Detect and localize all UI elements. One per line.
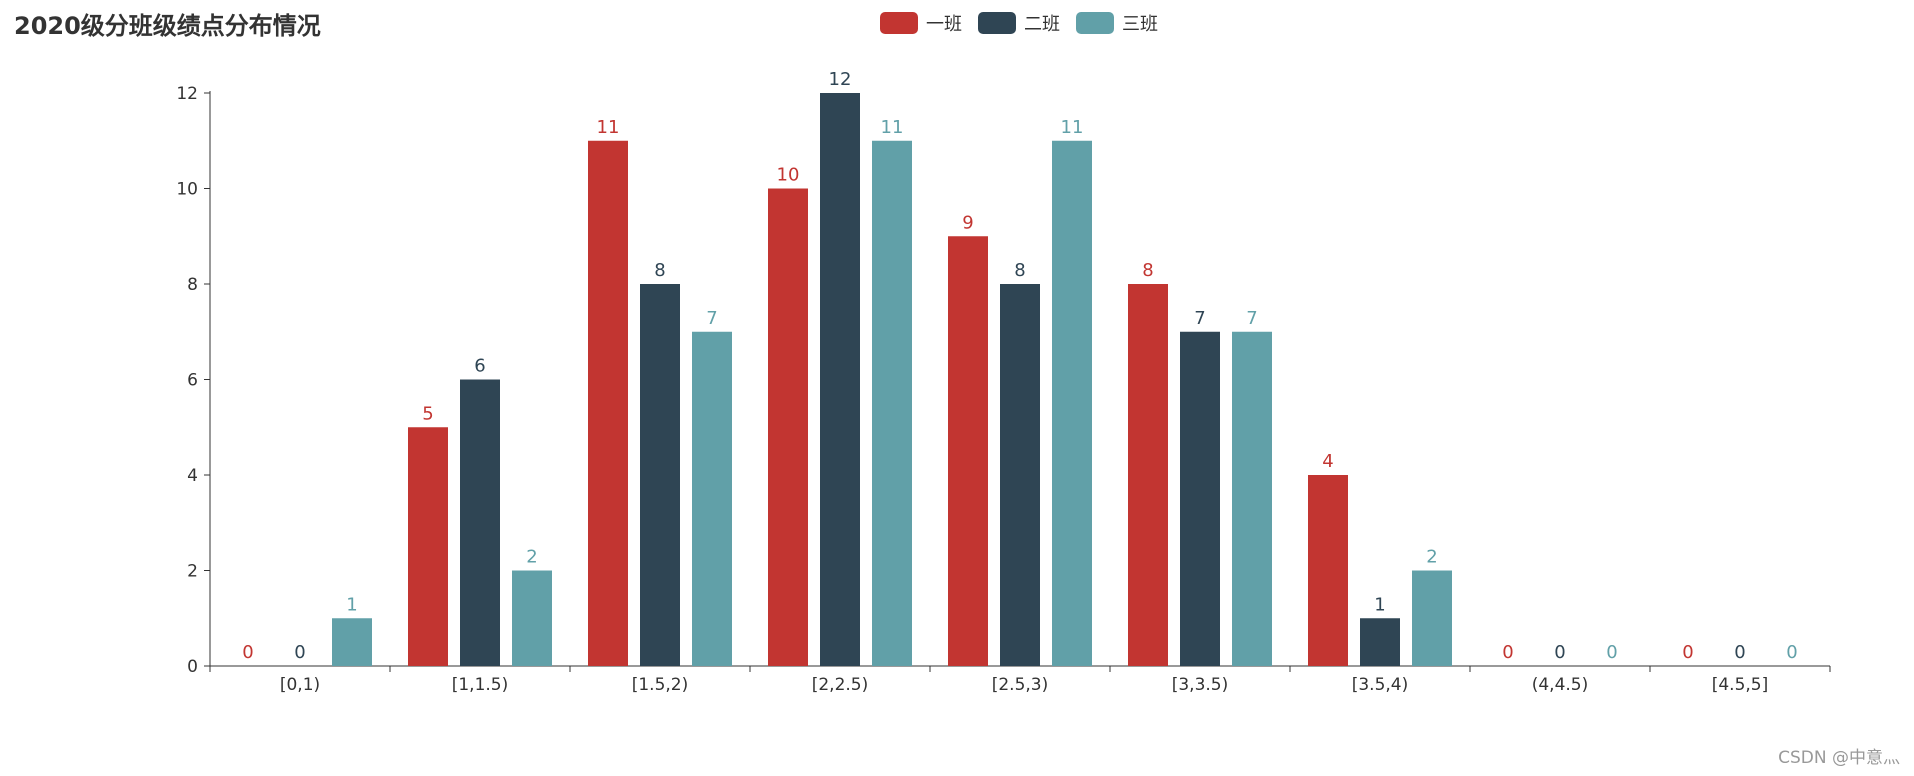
bar-series-2: [640, 284, 680, 666]
data-label-series-3: 11: [881, 117, 904, 138]
y-axis-tick-label: 2: [187, 562, 198, 582]
bar-series-3: [1232, 331, 1272, 666]
bar-series-2: [820, 93, 860, 666]
data-label-series-1: 8: [1142, 260, 1153, 281]
data-label-series-3: 2: [1426, 547, 1437, 568]
legend-label-series-3: 三班: [1122, 14, 1158, 35]
legend-label-series-1: 一班: [926, 14, 962, 35]
legend-swatch-series-1: [880, 12, 918, 34]
data-label-series-2: 12: [829, 69, 852, 90]
bar-series-3: [872, 140, 912, 666]
y-axis-tick-label: 8: [187, 275, 198, 295]
bar-series-1: [768, 188, 808, 666]
data-label-series-2: 8: [1014, 260, 1025, 281]
data-label-series-3: 7: [1246, 308, 1257, 329]
bar-series-1: [948, 236, 988, 666]
data-label-series-2: 1: [1374, 594, 1385, 615]
data-label-series-1: 4: [1322, 451, 1333, 472]
watermark: CSDN @中意灬: [1778, 748, 1900, 768]
y-axis-tick-label: 10: [176, 180, 198, 200]
data-label-series-3: 0: [1606, 642, 1617, 663]
chart-title: 2020级分班级绩点分布情况: [14, 12, 321, 40]
data-label-series-1: 0: [242, 642, 253, 663]
data-label-series-1: 11: [597, 117, 620, 138]
data-label-series-1: 0: [1682, 642, 1693, 663]
bar-series-2: [1180, 331, 1220, 666]
x-axis-tick-label: [0,1): [280, 675, 320, 695]
x-axis-tick-label: [3,3.5): [1172, 675, 1229, 695]
bar-series-1: [1128, 284, 1168, 666]
bar-series-2: [1360, 618, 1400, 666]
data-label-series-2: 7: [1194, 308, 1205, 329]
y-axis-tick-label: 6: [187, 371, 198, 391]
legend-item-series-2[interactable]: 二班: [978, 10, 1060, 36]
data-label-series-1: 10: [777, 165, 800, 186]
chart-legend: 一班 二班 三班: [880, 10, 1158, 36]
bar-series-2: [460, 379, 500, 666]
data-label-series-2: 0: [1554, 642, 1565, 663]
legend-swatch-series-3: [1076, 12, 1114, 34]
bar-series-1: [588, 140, 628, 666]
data-label-series-1: 9: [962, 212, 973, 233]
data-label-series-2: 0: [1734, 642, 1745, 663]
x-axis-tick-label: (4,4.5): [1532, 675, 1589, 695]
bar-series-3: [512, 570, 552, 666]
x-axis-tick-label: [2.5,3): [992, 675, 1049, 695]
data-label-series-3: 1: [346, 594, 357, 615]
legend-item-series-1[interactable]: 一班: [880, 10, 962, 36]
data-label-series-2: 0: [294, 642, 305, 663]
bar-series-3: [332, 618, 372, 666]
x-axis-tick-label: [3.5,4): [1352, 675, 1409, 695]
bar-series-1: [408, 427, 448, 666]
y-axis-tick-label: 12: [176, 84, 198, 104]
bar-series-2: [1000, 284, 1040, 666]
legend-swatch-series-2: [978, 12, 1016, 34]
data-label-series-3: 0: [1786, 642, 1797, 663]
x-axis-tick-label: [4.5,5]: [1712, 675, 1769, 695]
x-axis-tick-label: [2,2.5): [812, 675, 869, 695]
data-label-series-3: 7: [706, 308, 717, 329]
data-label-series-1: 0: [1502, 642, 1513, 663]
legend-label-series-2: 二班: [1024, 14, 1060, 35]
data-label-series-3: 11: [1061, 117, 1084, 138]
data-label-series-2: 8: [654, 260, 665, 281]
bar-series-3: [692, 331, 732, 666]
bar-series-3: [1052, 140, 1092, 666]
bar-series-1: [1308, 475, 1348, 666]
legend-item-series-3[interactable]: 三班: [1076, 10, 1158, 36]
y-axis-tick-label: 4: [187, 466, 198, 486]
x-axis-tick-label: [1,1.5): [452, 675, 509, 695]
y-axis-tick-label: 0: [187, 657, 198, 677]
x-axis-tick-label: [1.5,2): [632, 675, 689, 695]
data-label-series-2: 6: [474, 356, 485, 377]
data-label-series-3: 2: [526, 547, 537, 568]
data-label-series-1: 5: [422, 403, 433, 424]
bar-series-3: [1412, 570, 1452, 666]
